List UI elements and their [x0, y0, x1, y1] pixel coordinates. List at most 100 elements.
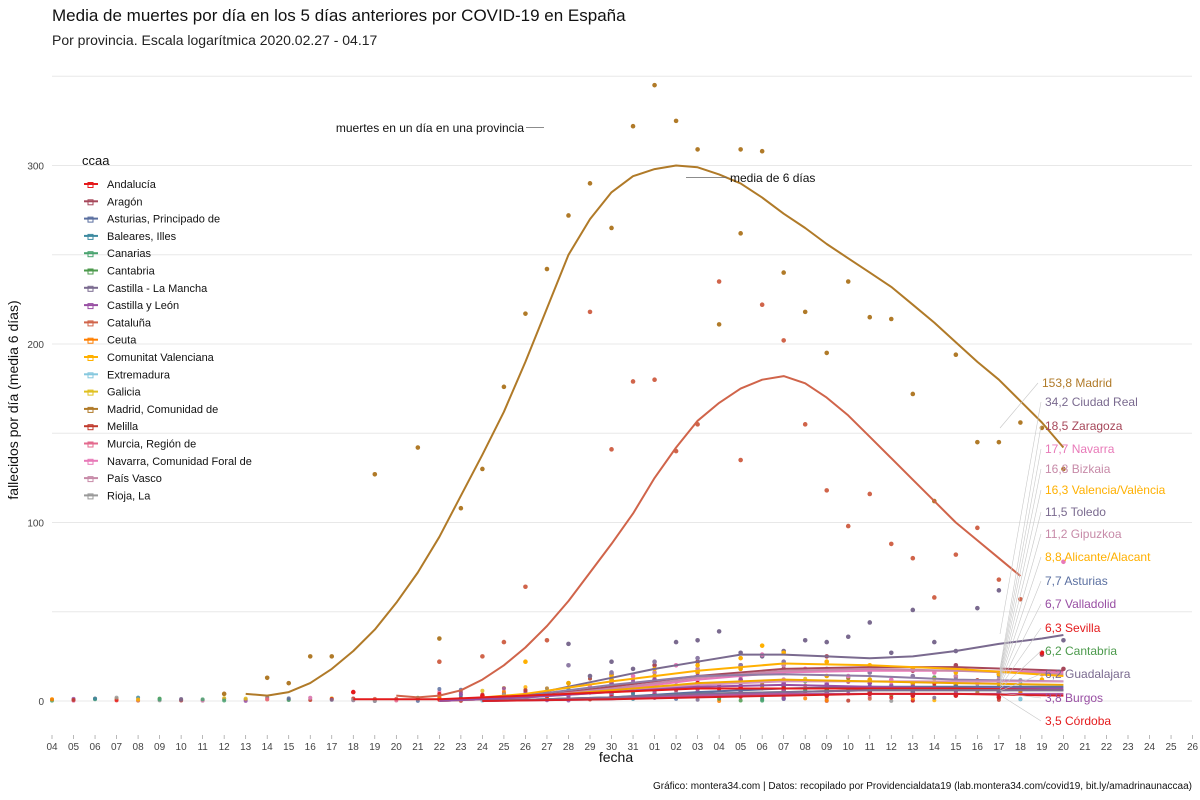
end-label: 6,2 Cantabria: [1045, 644, 1117, 658]
data-point: [1061, 559, 1066, 565]
end-label: 3,8 Burgos: [1045, 691, 1103, 705]
legend-label: Asturias, Principado de: [107, 214, 220, 226]
data-point: [910, 607, 916, 613]
data-point: [523, 584, 528, 590]
x-tick-label: 16: [972, 742, 984, 753]
y-axis-label: fallecidos por día (media 6 días): [5, 300, 21, 499]
data-point: [372, 472, 378, 477]
data-point: [738, 147, 743, 152]
data-point: [501, 639, 507, 645]
data-point: [824, 350, 830, 356]
x-tick-label: 13: [240, 742, 252, 753]
legend-key-box: [87, 285, 94, 292]
data-point: [996, 588, 1002, 593]
series-line: [245, 164, 1065, 697]
data-point: [738, 698, 743, 703]
data-point: [824, 488, 830, 493]
legend-label: Andalucía: [107, 179, 157, 191]
legend-key-box: [87, 406, 94, 413]
legend-label: Aragón: [107, 196, 142, 208]
data-point: [630, 666, 636, 672]
end-label: 34,2 Ciudad Real: [1045, 395, 1138, 409]
data-point: [695, 655, 700, 661]
x-tick-label: 14: [262, 742, 274, 753]
legend-label: Castilla - La Mancha: [107, 283, 208, 295]
data-point: [221, 691, 227, 697]
data-point: [1061, 638, 1066, 643]
x-tick-label: 09: [154, 742, 166, 753]
data-point: [480, 466, 485, 472]
legend-label: Navarra, Comunidad Foral de: [107, 456, 252, 468]
data-point: [975, 605, 980, 611]
data-point: [1061, 466, 1066, 472]
x-tick-label: 15: [950, 742, 962, 753]
data-point: [781, 696, 786, 701]
end-label: 16,8 Bizkaia: [1045, 462, 1111, 476]
series-line: [482, 634, 1064, 702]
data-point: [609, 225, 614, 231]
legend-key-box: [87, 355, 94, 361]
label-leader: [999, 511, 1042, 678]
annotation-points-text: muertes en un día en una provincia: [336, 121, 524, 135]
y-tick-label: 200: [27, 340, 44, 351]
end-label: 8,8 Alicante/Alacant: [1045, 550, 1151, 564]
x-tick-label: 07: [111, 742, 123, 753]
data-point: [738, 457, 743, 463]
data-point: [953, 552, 959, 557]
data-point: [501, 686, 506, 691]
label-leader: [999, 468, 1042, 674]
x-tick-label: 18: [1015, 742, 1027, 753]
data-point: [329, 697, 334, 702]
series-line: [439, 673, 1064, 702]
data-point: [695, 697, 700, 702]
data-point: [889, 698, 894, 703]
end-label: 7,7 Asturias: [1045, 574, 1108, 588]
label-leader: [999, 533, 1042, 680]
data-point: [803, 696, 808, 701]
label-leader: [999, 556, 1042, 682]
x-tick-label: 29: [584, 742, 596, 753]
data-point: [867, 491, 873, 497]
data-point: [846, 698, 851, 703]
series-line: [353, 687, 1064, 701]
end-label: 6,2 Guadalajara: [1045, 667, 1131, 681]
data-point: [264, 675, 270, 681]
legend-key-box: [87, 303, 94, 310]
label-leaders: [999, 382, 1042, 722]
data-point: [759, 643, 765, 648]
data-point: [437, 659, 442, 665]
data-point: [867, 314, 873, 320]
legend-key-box: [87, 337, 94, 344]
x-tick-label: 30: [606, 742, 618, 753]
data-point: [802, 638, 808, 643]
data-point: [566, 641, 571, 647]
x-tick-label: 01: [649, 742, 661, 753]
x-tick-label: 31: [627, 742, 639, 753]
data-point: [437, 636, 442, 641]
data-point: [286, 696, 291, 701]
legend-title: ccaa: [82, 153, 110, 168]
data-point: [544, 686, 549, 691]
legend-key-box: [87, 441, 94, 448]
label-leader: [999, 401, 1042, 635]
data-point: [802, 309, 808, 315]
legend-key-box: [87, 389, 94, 396]
data-point: [673, 118, 679, 124]
x-tick-label: 12: [886, 742, 898, 753]
legend-key-box: [87, 424, 94, 431]
data-point: [716, 629, 722, 634]
label-leader: [999, 673, 1042, 692]
x-tick-label: 22: [1101, 742, 1113, 753]
label-leader: [999, 603, 1042, 686]
series-line: [482, 689, 1064, 702]
x-tick-label: 21: [1079, 742, 1091, 753]
x-tick-label: 05: [735, 742, 747, 753]
data-point: [157, 697, 162, 702]
scatter-points: [50, 82, 1066, 703]
x-tick-label: 24: [477, 742, 489, 753]
x-tick-label: 12: [219, 742, 231, 753]
data-point: [480, 654, 485, 659]
x-tick-label: 06: [89, 742, 101, 753]
label-leader: [999, 448, 1042, 672]
x-tick-label: 19: [1036, 742, 1048, 753]
